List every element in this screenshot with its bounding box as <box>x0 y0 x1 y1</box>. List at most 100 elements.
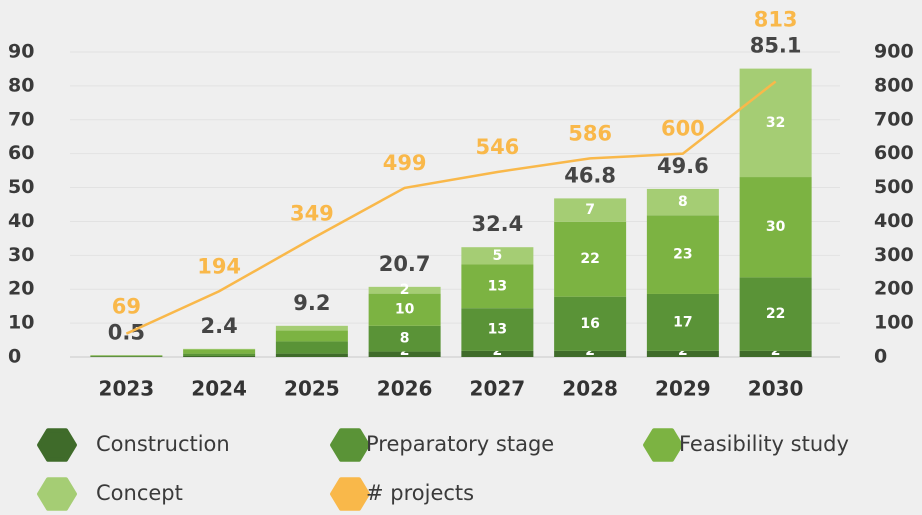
total-label: 85.1 <box>750 34 802 58</box>
bar-segment <box>461 350 534 357</box>
y2-tick-label: 600 <box>874 142 914 164</box>
segment-label: 2 <box>678 343 688 359</box>
y-tick-label: 10 <box>8 312 34 334</box>
y2-tick-label: 400 <box>874 210 914 232</box>
bar-segment <box>368 293 441 326</box>
segment-label: 2 <box>493 343 503 359</box>
segment-label: 32 <box>766 115 785 131</box>
line-label: 69 <box>112 294 141 318</box>
y2-tick-label: 100 <box>874 312 914 334</box>
y2-tick-label: 200 <box>874 278 914 300</box>
line-label: 349 <box>290 202 334 226</box>
segment-label: 2 <box>585 343 595 359</box>
segment-label: 10 <box>395 302 415 318</box>
segment-label: 13 <box>488 278 507 294</box>
bar-segment <box>183 348 256 350</box>
bar-segment <box>461 308 534 351</box>
segment-label: 22 <box>580 251 599 267</box>
bar-segment <box>646 188 719 216</box>
total-label: 46.8 <box>564 163 616 187</box>
bar-segment <box>554 296 627 351</box>
bar-segment <box>554 198 627 222</box>
legend-label: Preparatory stage <box>366 432 554 456</box>
total-label: 2.4 <box>201 314 238 338</box>
legend-label: Construction <box>96 432 230 456</box>
y-tick-label: 80 <box>8 74 34 96</box>
segment-label: 8 <box>678 194 688 210</box>
line-label: 546 <box>475 135 519 159</box>
bar-segment <box>646 293 719 351</box>
x-tick-label: 2023 <box>99 377 155 401</box>
bar-segment <box>368 351 441 357</box>
total-label: 32.4 <box>471 212 523 236</box>
x-tick-label: 2027 <box>470 377 526 401</box>
bar-segment <box>183 349 256 354</box>
x-tick-label: 2026 <box>377 377 433 401</box>
y-tick-label: 40 <box>8 210 34 232</box>
bar-segment <box>90 355 163 357</box>
bar-segment <box>646 350 719 357</box>
total-label: 49.6 <box>657 154 709 178</box>
y2-tick-label: 500 <box>874 176 914 198</box>
y-tick-label: 0 <box>8 346 21 368</box>
y-tick-label: 50 <box>8 176 34 198</box>
bar-segment <box>739 68 812 178</box>
segment-label: 16 <box>580 316 599 332</box>
bar-segment <box>739 350 812 357</box>
x-tick-label: 2024 <box>191 377 247 401</box>
bar-segment <box>275 325 348 331</box>
line-label: 586 <box>568 121 612 145</box>
legend-marker <box>37 428 77 462</box>
bar-segment <box>90 355 163 356</box>
bar-segment <box>739 277 812 351</box>
legend-marker <box>330 477 370 511</box>
segment-label: 30 <box>766 219 786 235</box>
y2-tick-label: 800 <box>874 74 914 96</box>
y-tick-label: 90 <box>8 41 34 63</box>
x-tick-label: 2028 <box>562 377 618 401</box>
segment-label: 17 <box>673 314 692 330</box>
line <box>125 80 777 335</box>
segment-label: 2 <box>771 343 781 359</box>
segment-label: 2 <box>400 282 410 298</box>
segment-label: 7 <box>585 202 595 218</box>
bar-segment <box>183 355 256 357</box>
bar-segment <box>554 350 627 357</box>
bar-segment <box>275 330 348 342</box>
bar-segment <box>554 221 627 297</box>
y-tick-label: 60 <box>8 142 34 164</box>
legend-label: Concept <box>96 481 183 505</box>
segment-label: 23 <box>673 247 692 263</box>
segment-label: 5 <box>493 248 503 264</box>
x-tick-label: 2029 <box>655 377 711 401</box>
legend-marker <box>643 428 683 462</box>
segment-label: 8 <box>400 331 410 347</box>
legend-label: # projects <box>366 481 474 505</box>
bar-segment <box>275 353 348 357</box>
y2-tick-label: 300 <box>874 244 914 266</box>
bar-segment <box>646 215 719 294</box>
y-tick-label: 30 <box>8 244 34 266</box>
total-label: 9.2 <box>293 291 330 315</box>
x-tick-label: 2025 <box>284 377 340 401</box>
y-tick-label: 70 <box>8 108 34 130</box>
bar-segment <box>461 247 534 265</box>
x-tick-label: 2030 <box>748 377 804 401</box>
bar-segment <box>368 325 441 352</box>
legend-marker <box>37 477 77 511</box>
line-label: 600 <box>661 117 705 141</box>
y2-tick-label: 0 <box>874 346 887 368</box>
legend-marker <box>330 428 370 462</box>
y2-tick-label: 900 <box>874 41 914 63</box>
segment-label: 22 <box>766 306 785 322</box>
bar-segment <box>739 177 812 278</box>
y2-tick-label: 700 <box>874 108 914 130</box>
bar-segment <box>461 264 534 309</box>
bar-segment <box>275 341 348 354</box>
line-label: 499 <box>383 151 427 175</box>
bar-segment <box>368 286 441 294</box>
y-tick-label: 20 <box>8 278 34 300</box>
segment-label: 13 <box>488 322 507 338</box>
bar-segment <box>183 353 256 356</box>
